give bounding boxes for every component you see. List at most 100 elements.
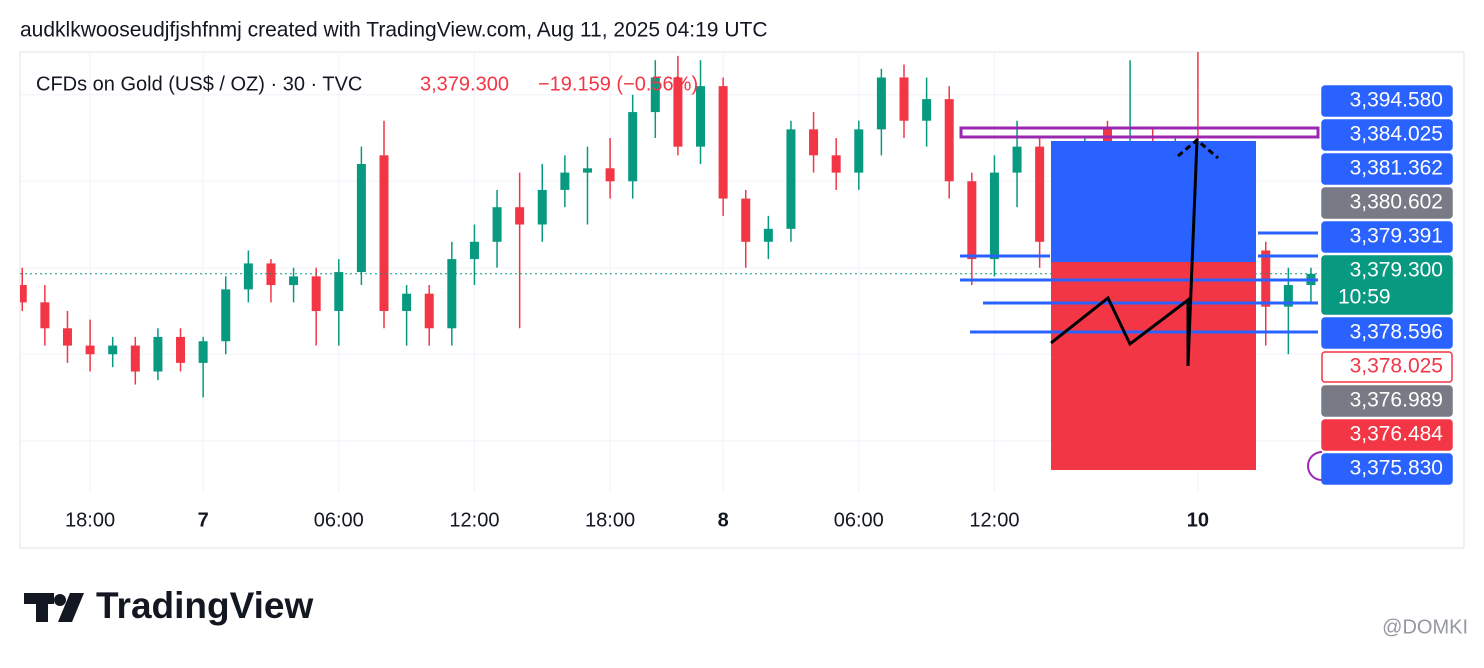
price-tag-label: 3,379.300 bbox=[1350, 259, 1443, 282]
price-tag-label: 3,381.362 bbox=[1350, 157, 1443, 180]
price-tag-label: 3,380.602 bbox=[1350, 191, 1443, 214]
logo-part bbox=[58, 593, 84, 622]
candle-body bbox=[582, 168, 592, 173]
logo-part bbox=[54, 594, 66, 606]
candle-body bbox=[356, 163, 366, 273]
candle-body bbox=[831, 155, 841, 173]
arrow-drawing bbox=[1177, 138, 1219, 160]
candle-body bbox=[334, 272, 344, 311]
candle-body bbox=[198, 341, 208, 363]
candle-body bbox=[515, 207, 525, 225]
price-tag-label: 3,394.580 bbox=[1350, 89, 1443, 112]
drawings bbox=[959, 126, 1323, 481]
candle-body bbox=[424, 293, 434, 329]
price-tag-label: 3,375.830 bbox=[1350, 457, 1443, 480]
candle-body bbox=[108, 345, 118, 355]
price-tag bbox=[1321, 385, 1453, 417]
x-tick-label: 18:00 bbox=[65, 509, 115, 531]
candle-body bbox=[944, 99, 954, 182]
candle-body bbox=[967, 181, 977, 260]
price-tag-countdown: 10:59 bbox=[1338, 286, 1391, 309]
candle-body bbox=[899, 77, 909, 121]
target-zone bbox=[1051, 141, 1256, 262]
candle-body bbox=[221, 289, 231, 342]
brand-logo bbox=[24, 593, 84, 622]
x-tick-label: 8 bbox=[718, 509, 729, 531]
candle-body bbox=[854, 129, 864, 173]
x-tick-label: 12:00 bbox=[449, 509, 499, 531]
price-tag bbox=[1321, 119, 1453, 151]
candle-body bbox=[447, 259, 457, 329]
candle-body bbox=[243, 263, 253, 290]
candle-body bbox=[311, 276, 321, 311]
candle-body bbox=[718, 86, 728, 199]
candle-body bbox=[289, 276, 299, 286]
legend-change: −19.159 (−0.56%) bbox=[538, 73, 698, 95]
price-tag-label: 3,376.989 bbox=[1350, 389, 1443, 412]
circle-drawing bbox=[1307, 451, 1323, 481]
logo-part bbox=[36, 593, 48, 622]
x-tick-label: 7 bbox=[198, 509, 209, 531]
price-tag bbox=[1321, 85, 1453, 117]
candle-body bbox=[560, 172, 570, 190]
legend-price: 3,379.300 bbox=[420, 73, 509, 95]
candle-body bbox=[650, 77, 660, 113]
x-tick-label: 06:00 bbox=[314, 509, 364, 531]
candle-body bbox=[492, 207, 502, 242]
candle-body bbox=[989, 172, 999, 260]
price-tag bbox=[1321, 453, 1453, 485]
candle-body bbox=[176, 336, 186, 363]
candle-body bbox=[605, 168, 615, 182]
price-tag bbox=[1321, 351, 1453, 383]
candle-body bbox=[402, 293, 412, 311]
candle-body bbox=[40, 302, 50, 329]
candle-body bbox=[153, 336, 163, 372]
x-tick-label: 12:00 bbox=[969, 509, 1019, 531]
x-tick-label: 18:00 bbox=[585, 509, 635, 531]
price-tag bbox=[1321, 221, 1453, 253]
candle-body bbox=[1012, 146, 1022, 173]
price-tag-label: 3,378.025 bbox=[1350, 355, 1443, 378]
price-tag-label: 3,376.484 bbox=[1350, 423, 1444, 446]
price-tag bbox=[1321, 317, 1453, 349]
price-tags: 3,394.580 3,384.025 3,381.362 3,380.602 3,37… bbox=[1321, 85, 1453, 485]
candle-body bbox=[673, 77, 683, 147]
candle-body bbox=[922, 99, 932, 121]
candle-body bbox=[379, 155, 389, 311]
brand-name: TradingView bbox=[96, 585, 313, 626]
candle-body bbox=[85, 345, 95, 355]
price-tag-label: 3,384.025 bbox=[1350, 123, 1443, 146]
price-tag bbox=[1321, 419, 1453, 451]
candle-body bbox=[786, 129, 796, 229]
header: audklkwooseudjfjshfnmj created with Trad… bbox=[20, 19, 767, 42]
stop-zone bbox=[1051, 262, 1256, 470]
candle-body bbox=[628, 112, 638, 182]
price-tag-label: 3,378.596 bbox=[1350, 321, 1443, 344]
purple-box bbox=[959, 126, 1320, 139]
watermark: @DOMKI bbox=[1382, 616, 1468, 638]
legend: CFDs on Gold (US$ / OZ) · 30 · TVC 3,379… bbox=[36, 73, 698, 95]
candle-body bbox=[809, 129, 819, 156]
path-drawing bbox=[1050, 139, 1199, 367]
x-axis: 18:00 7 06:00 12:00 18:00 8 06:00 12:00 10 bbox=[65, 509, 1209, 531]
x-tick-label: 06:00 bbox=[834, 509, 884, 531]
candle-body bbox=[741, 198, 751, 242]
candle-body bbox=[20, 285, 27, 303]
price-tag bbox=[1321, 153, 1453, 185]
price-tag bbox=[1321, 255, 1453, 315]
candle-body bbox=[1035, 146, 1045, 242]
candle-body bbox=[763, 228, 773, 242]
legend-symbol: CFDs on Gold (US$ / OZ) · 30 · TVC bbox=[36, 73, 362, 95]
candle-body bbox=[62, 328, 72, 346]
price-tag bbox=[1321, 187, 1453, 219]
candle-body bbox=[1283, 285, 1293, 307]
candle-body bbox=[696, 86, 706, 147]
x-tick-label: 10 bbox=[1187, 509, 1209, 531]
candle-body bbox=[876, 77, 886, 130]
candle-body bbox=[537, 189, 547, 225]
price-tag-label: 3,379.391 bbox=[1350, 225, 1443, 248]
candle-body bbox=[469, 241, 479, 260]
candle-body bbox=[130, 345, 140, 372]
